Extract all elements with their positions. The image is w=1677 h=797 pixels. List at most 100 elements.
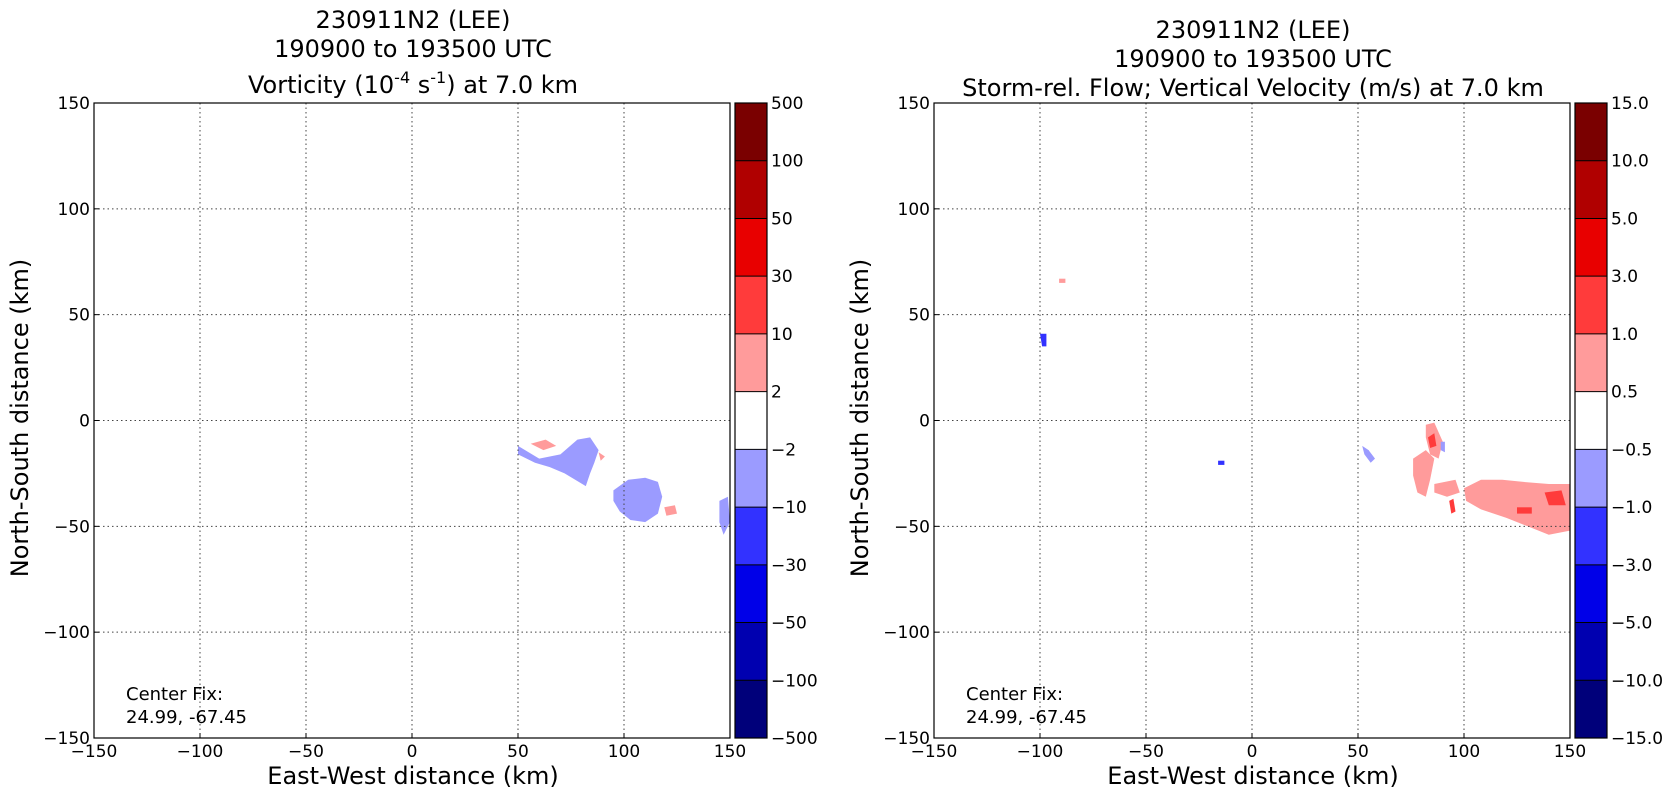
y-tick-label: 100 <box>898 200 930 220</box>
x-tick-label: −50 <box>1128 742 1164 762</box>
colorbar-frame <box>1574 102 1608 739</box>
colorbar-label: −50 <box>771 614 807 634</box>
title-sup-1: -4 <box>394 68 410 87</box>
y-tick-label: 0 <box>919 412 930 432</box>
colorbar-swatch <box>735 622 767 681</box>
title-line-1: 230911N2 (LEE) <box>1156 16 1351 44</box>
colorbar-label: −30 <box>771 556 807 576</box>
x-tick-label: 0 <box>1247 742 1258 762</box>
colorbar-label: −10 <box>771 498 807 518</box>
y-tick-label: 100 <box>58 200 90 220</box>
colorbar-frame <box>734 102 768 739</box>
title-line-1: 230911N2 (LEE) <box>316 6 511 34</box>
colorbar-swatch <box>1575 103 1607 161</box>
field-region <box>1218 460 1225 465</box>
colorbar-swatch <box>1575 276 1607 334</box>
x-tick-label: 150 <box>714 742 746 762</box>
center-fix-label: Center Fix: <box>966 684 1063 705</box>
x-axis-label: East-West distance (km) <box>1107 762 1398 790</box>
title-line-2: 190900 to 193500 UTC <box>274 35 552 63</box>
plot-area: −150 −100 −50 0 50 100 150 −150 −100 −50 0 50 100 150 <box>883 94 1586 762</box>
colorbar-label: −500 <box>771 729 818 749</box>
colorbar-label: 2 <box>771 383 782 403</box>
colorbar-label: 10.0 <box>1611 152 1649 172</box>
colorbar-label: −100 <box>771 671 818 691</box>
colorbar-swatch <box>735 276 767 334</box>
field-region <box>1517 507 1532 514</box>
colorbar-swatch <box>735 160 767 219</box>
colorbar-swatch <box>735 564 767 623</box>
x-tick-label: −150 <box>911 742 958 762</box>
colorbar-swatch <box>735 449 767 508</box>
colorbar-label: 3.0 <box>1611 267 1638 287</box>
field-region <box>1544 490 1566 506</box>
x-tick-label: 50 <box>507 742 529 762</box>
field-region <box>1362 445 1375 463</box>
vertical-velocity-panel: 230911N2 (LEE) 190900 to 193500 UTC Stor… <box>846 16 1663 790</box>
colorbar-label: −2 <box>771 440 796 460</box>
field-region <box>518 437 599 487</box>
colorbar-swatch <box>1575 391 1607 450</box>
colorbar-label: 15.0 <box>1611 94 1649 114</box>
title-prefix: Vorticity (10 <box>248 71 394 99</box>
y-tick-label: 150 <box>58 94 90 114</box>
y-tick-label: −50 <box>54 517 90 537</box>
colorbar-label: −15.0 <box>1611 729 1663 749</box>
y-tick-label: 50 <box>908 306 930 326</box>
colorbar-swatch <box>1575 449 1607 508</box>
title-line-3: Storm-rel. Flow; Vertical Velocity (m/s)… <box>962 74 1544 102</box>
x-tick-label: −100 <box>177 742 224 762</box>
y-tick-label: −150 <box>883 729 930 749</box>
field-region <box>1428 433 1437 448</box>
colorbar-swatch <box>1575 333 1607 392</box>
x-tick-label: 100 <box>1448 742 1480 762</box>
colorbar-swatch <box>1575 218 1607 277</box>
x-tick-label: 150 <box>1554 742 1586 762</box>
title-suffix: ) at 7.0 km <box>446 71 578 99</box>
colorbar-label: 30 <box>771 267 793 287</box>
y-tick-label: −50 <box>894 517 930 537</box>
plot-area: −150 −100 −50 0 50 100 150 −150 −100 −50 0 50 100 150 <box>43 94 746 762</box>
field-region <box>613 477 663 523</box>
colorbar-swatch <box>1575 622 1607 681</box>
vertical-velocity-colorbar: 15.0 10.0 5.0 3.0 1.0 0.5 −0.5 −1.0 −3.0 −5.0 −10.… <box>1574 94 1663 749</box>
y-tick-label: −100 <box>43 623 90 643</box>
y-tick-label: −100 <box>883 623 930 643</box>
y-tick-label: −150 <box>43 729 90 749</box>
colorbar-label: −5.0 <box>1611 614 1652 634</box>
colorbar-swatch <box>735 218 767 277</box>
center-fix-label: Center Fix: <box>126 684 223 705</box>
colorbar-label: −0.5 <box>1611 440 1652 460</box>
y-tick-label: 50 <box>68 306 90 326</box>
title-line-2: 190900 to 193500 UTC <box>1114 45 1392 73</box>
y-axis-label: North-South distance (km) <box>846 259 874 578</box>
colorbar-swatch <box>735 103 767 161</box>
y-tick-label: 0 <box>79 412 90 432</box>
field-region <box>598 452 605 461</box>
title-line-3: Vorticity (10-4 s-1) at 7.0 km <box>248 68 578 99</box>
field-region <box>1434 479 1460 497</box>
colorbar-swatch <box>735 391 767 450</box>
colorbar-swatch <box>735 680 767 738</box>
colorbar-label: 100 <box>771 152 803 172</box>
field-region <box>1413 450 1435 497</box>
field-region <box>530 439 557 451</box>
x-tick-label: 50 <box>1347 742 1369 762</box>
colorbar-label: 10 <box>771 325 793 345</box>
y-axis-label: North-South distance (km) <box>6 259 34 578</box>
colorbar-swatch <box>1575 507 1607 565</box>
colorbar-swatch <box>1575 564 1607 623</box>
colorbar-label: −10.0 <box>1611 671 1663 691</box>
colorbar-label: 50 <box>771 209 793 229</box>
x-tick-label: 0 <box>407 742 418 762</box>
field-region <box>1059 278 1066 283</box>
x-tick-label: −100 <box>1017 742 1064 762</box>
vorticity-colorbar: 500 100 50 30 10 2 −2 −10 −30 −50 −100 −500 <box>734 94 818 749</box>
x-axis-label: East-West distance (km) <box>267 762 558 790</box>
colorbar-swatch <box>1575 160 1607 219</box>
field-region <box>1040 333 1047 347</box>
colorbar-label: 1.0 <box>1611 325 1638 345</box>
colorbar-label: 5.0 <box>1611 209 1638 229</box>
y-tick-label: 150 <box>898 94 930 114</box>
